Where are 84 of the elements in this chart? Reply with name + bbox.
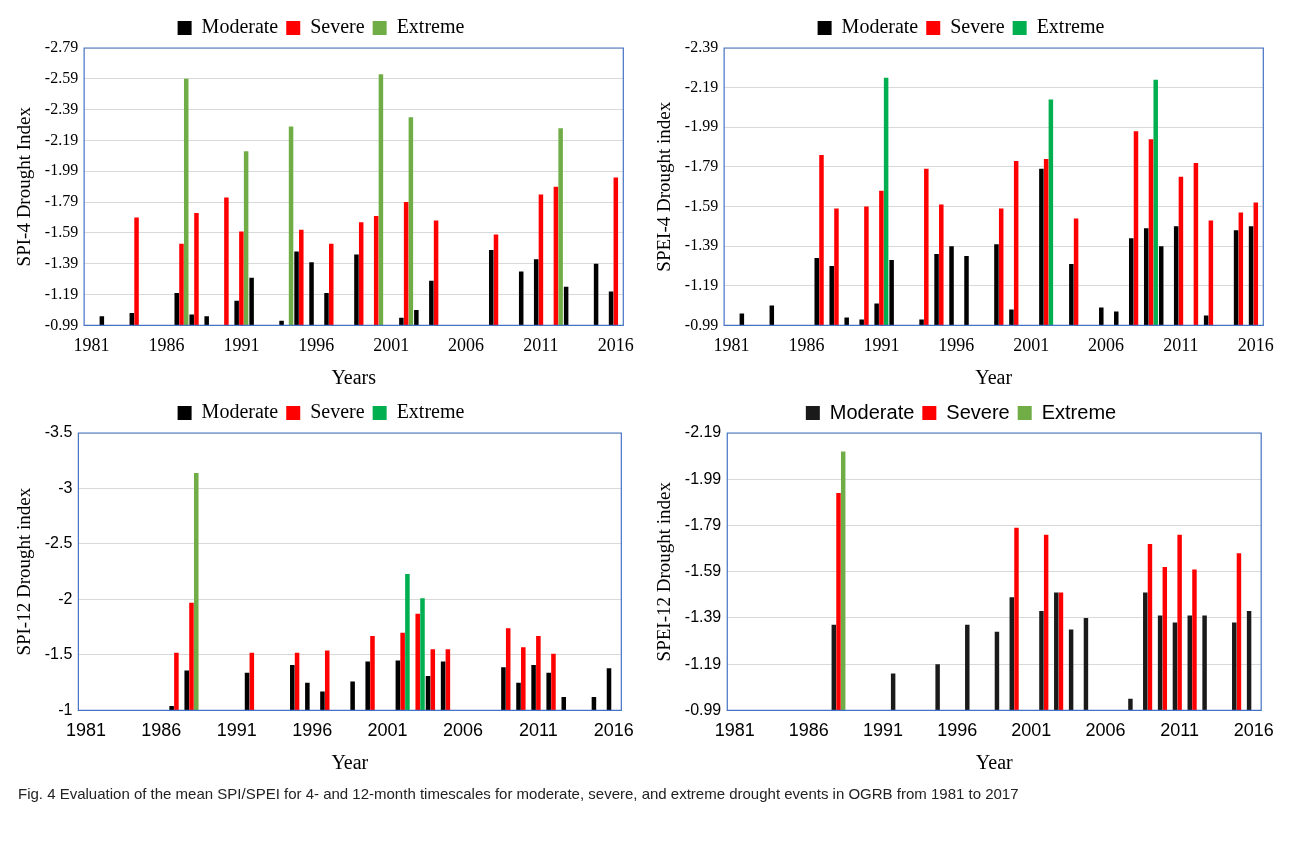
legend-label: Extreme [1041, 400, 1117, 423]
x-tick-label: 2001 [1011, 720, 1052, 741]
x-tick-label: 1991 [216, 720, 257, 741]
x-tick-label: 1996 [298, 334, 335, 355]
y-tick-label: -1 [58, 700, 73, 718]
x-tick-label: 1986 [141, 720, 182, 741]
y-tick-label: -0.99 [684, 315, 719, 333]
x-tick-label: 1996 [938, 334, 975, 355]
y-tick-label: -2.19 [684, 77, 719, 95]
legend-label: Moderate [829, 400, 915, 423]
y-tick-label: -1.19 [684, 275, 719, 293]
y-tick-label: -1.19 [684, 654, 722, 672]
x-tick-label: 2016 [597, 334, 634, 355]
y-tick-label: -0.99 [684, 700, 722, 718]
legend-label: Severe [310, 400, 365, 423]
x-tick-label: 2011 [519, 720, 558, 741]
x-tick-label: 2006 [448, 334, 485, 355]
y-tick-label: -1.79 [684, 515, 722, 533]
y-tick-label: -2 [58, 589, 73, 607]
legend-label: Severe [310, 15, 365, 38]
y-tick-label: -2.79 [44, 38, 79, 56]
x-tick-label: 1991 [862, 720, 904, 741]
x-axis-title: Year [975, 751, 1013, 774]
legend-label: Extreme [1036, 15, 1105, 38]
legend-label: Extreme [396, 15, 465, 38]
x-axis-title: Year [331, 751, 369, 774]
y-tick-label: -1.19 [44, 284, 79, 302]
y-tick-label: -1.59 [44, 223, 79, 241]
x-axis-title: Year [975, 366, 1013, 389]
x-tick-label: 1986 [788, 720, 829, 741]
legend-label: Severe [950, 15, 1005, 38]
y-tick-label: -2.39 [684, 38, 719, 56]
y-tick-label: -3.5 [44, 423, 73, 441]
y-axis-title: SPI-12 Drought index [13, 487, 35, 656]
y-tick-label: -1.39 [684, 236, 719, 254]
y-tick-label: -1.39 [44, 253, 79, 271]
x-axis-title: Years [331, 366, 377, 389]
y-tick-label: -1.99 [684, 117, 719, 135]
x-tick-label: 2001 [367, 720, 408, 741]
y-tick-label: -1.5 [44, 645, 73, 663]
caption: Fig. 4 Evaluation of the mean SPI/SPEI for 4- and 12-month timescales for moderate, severe, and extreme drought events in OGRB from 1981 to 2017 [17, 784, 1020, 804]
y-tick-label: -1.99 [44, 161, 79, 179]
y-tick-label: -2.59 [44, 69, 79, 87]
x-tick-label: 1991 [863, 334, 900, 355]
y-axis-title: SPEI-4 Drought index [653, 101, 675, 272]
legend-label: Moderate [841, 15, 919, 38]
y-tick-label: -2.19 [44, 130, 79, 148]
y-tick-label: -3 [58, 478, 73, 496]
x-tick-label: 2001 [1013, 334, 1050, 355]
legend-label: Severe [946, 400, 1010, 423]
y-tick-label: -0.99 [44, 315, 79, 333]
x-tick-label: 1981 [713, 334, 750, 355]
legend-label: Moderate [201, 15, 279, 38]
legend-label: Moderate [201, 400, 279, 423]
x-tick-label: 1991 [223, 334, 260, 355]
x-tick-label: 1986 [788, 334, 825, 355]
y-tick-label: -2.39 [44, 99, 79, 117]
x-tick-label: 2011 [523, 334, 559, 355]
x-tick-label: 2001 [373, 334, 410, 355]
y-tick-label: -1.39 [684, 608, 722, 626]
y-tick-label: -2.19 [684, 423, 722, 441]
x-tick-label: 2016 [1237, 334, 1274, 355]
x-tick-label: 1981 [714, 720, 755, 741]
y-tick-label: -1.59 [684, 562, 722, 580]
x-tick-label: 1996 [292, 720, 333, 741]
x-tick-label: 2006 [1088, 334, 1125, 355]
x-tick-label: 2011 [1160, 720, 1199, 741]
y-tick-label: -1.59 [684, 196, 719, 214]
x-tick-label: 2016 [1233, 720, 1274, 741]
x-tick-label: 1981 [65, 720, 106, 741]
y-axis-title: SPEI-12 Drought index [653, 481, 675, 662]
x-tick-label: 1981 [73, 334, 110, 355]
y-axis-title: SPI-4 Drought Index [13, 106, 35, 267]
y-tick-label: -2.5 [44, 534, 73, 552]
x-tick-label: 2016 [593, 720, 634, 741]
x-tick-label: 1996 [937, 720, 978, 741]
x-tick-label: 1986 [148, 334, 185, 355]
y-tick-label: -1.79 [44, 192, 79, 210]
y-tick-label: -1.99 [684, 469, 722, 487]
y-tick-label: -1.79 [684, 157, 719, 175]
x-tick-label: 2011 [1163, 334, 1199, 355]
x-tick-label: 2006 [1085, 720, 1126, 741]
legend-label: Extreme [396, 400, 465, 423]
x-tick-label: 2006 [442, 720, 483, 741]
